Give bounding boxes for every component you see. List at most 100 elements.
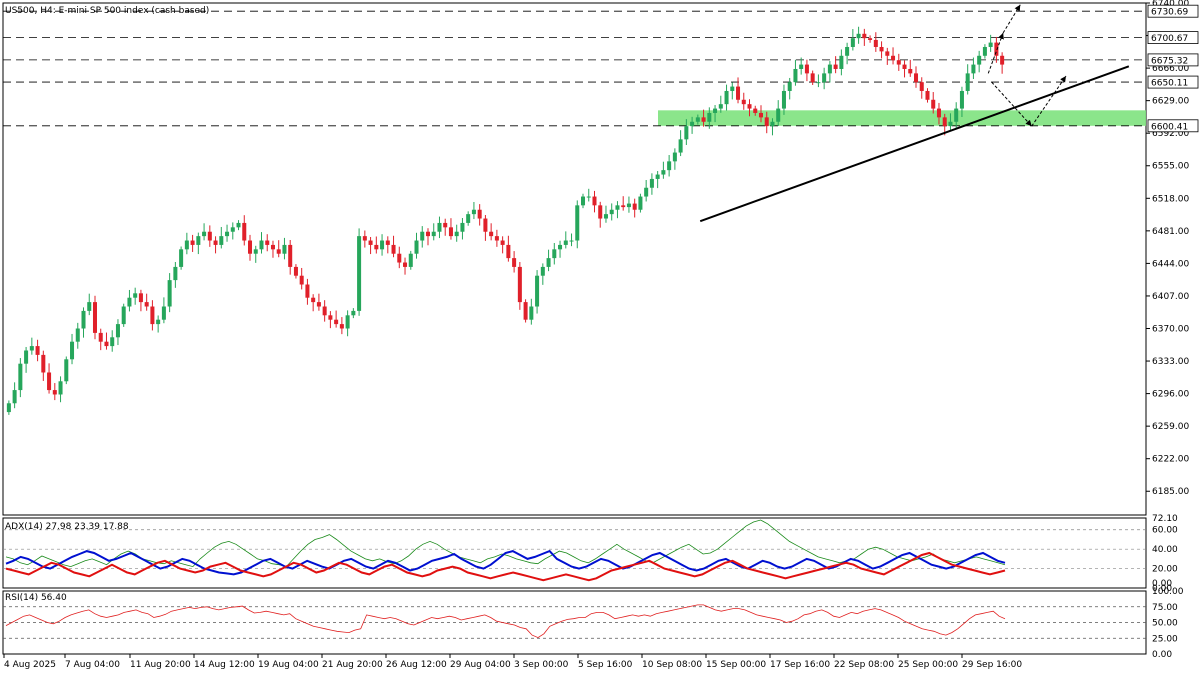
candle-body <box>936 108 941 118</box>
x-tick-label: 29 Aug 04:00 <box>450 660 511 670</box>
x-tick-label: 4 Aug 2025 <box>4 660 56 670</box>
candle-body <box>770 121 775 127</box>
candle-body <box>764 117 769 127</box>
candle-body <box>690 121 695 127</box>
candle-body <box>678 139 683 153</box>
candle-body <box>707 112 712 122</box>
candle-body <box>477 209 482 219</box>
chart-title: US500, H4: E-mini SP 500 index (cash bas… <box>5 6 209 16</box>
candle-body <box>713 108 718 113</box>
candle-body <box>603 214 608 219</box>
candle-body <box>305 284 310 298</box>
candle-body <box>672 152 677 162</box>
price-level-tag <box>1147 53 1199 67</box>
candle-body <box>506 244 511 259</box>
candle-body <box>253 249 258 254</box>
candle-body <box>47 372 52 391</box>
price-level-tag <box>1147 75 1199 89</box>
price-level-label: 6600.41 <box>1151 122 1188 132</box>
candle-body <box>52 390 57 395</box>
candle-body <box>931 99 936 109</box>
x-tick-label: 21 Aug 20:00 <box>322 660 383 670</box>
candle-body <box>954 108 959 122</box>
candle-body <box>443 222 448 228</box>
adx-title: ADX(14) 27.98 23.39 17.88 <box>5 522 129 532</box>
candle-body <box>724 90 729 105</box>
candle-body <box>615 205 620 210</box>
rsi-title: RSI(14) 56.40 <box>5 593 67 603</box>
candle-body <box>799 64 804 69</box>
candle-body <box>58 381 63 395</box>
candle-body <box>850 38 855 47</box>
candle-body <box>345 315 350 329</box>
adx-tick-label: 40.00 <box>1152 545 1178 555</box>
candle-body <box>454 231 459 237</box>
candle-body <box>718 104 723 109</box>
adx-tick-label: 0.00 <box>1152 584 1172 594</box>
candle-body <box>288 244 293 267</box>
candle-body <box>156 319 161 325</box>
candle-body <box>24 350 29 364</box>
candle-body <box>512 258 517 267</box>
candle-body <box>592 196 597 206</box>
candle-body <box>558 244 563 250</box>
candle-body <box>977 55 982 65</box>
candle-body <box>282 244 287 254</box>
price-level-label: 6675.32 <box>1151 56 1188 66</box>
y-tick-label: 6407.00 <box>1152 292 1189 302</box>
candle-body <box>92 302 98 333</box>
candle-body <box>638 196 643 210</box>
candle-body <box>316 302 321 307</box>
x-tick-label: 14 Aug 12:00 <box>194 660 255 670</box>
candle-body <box>81 310 86 329</box>
rsi-tick-label: 75.00 <box>1152 603 1178 613</box>
candle-body <box>190 240 195 245</box>
candle-body <box>959 90 964 109</box>
candle-body <box>827 64 832 74</box>
candle-body <box>374 244 379 250</box>
candle-body <box>787 82 792 91</box>
projection-arrow <box>987 32 1004 74</box>
candle-body <box>213 240 218 245</box>
candle-body <box>414 240 419 254</box>
candle-body <box>684 126 689 140</box>
candle-body <box>816 82 821 84</box>
candle-body <box>173 266 178 281</box>
candle-body <box>1000 55 1005 65</box>
candle-body <box>460 222 465 232</box>
candle-body <box>523 302 528 320</box>
rsi-tick-label: 25.00 <box>1152 634 1178 644</box>
candle-body <box>896 60 901 65</box>
candle-body <box>293 266 298 276</box>
y-tick-label: 6370.00 <box>1152 324 1189 334</box>
candle-body <box>70 341 75 360</box>
price-level-tag <box>1147 119 1199 133</box>
candle-body <box>403 262 408 267</box>
candle-body <box>150 306 155 325</box>
candle-body <box>661 170 666 175</box>
support-zone <box>658 110 1146 126</box>
trendline <box>699 65 1130 223</box>
candle-body <box>196 236 201 245</box>
y-tick-label: 6333.00 <box>1152 357 1189 367</box>
candle-body <box>569 240 574 242</box>
candle-body <box>425 231 431 237</box>
candle-body <box>230 227 235 232</box>
candle-body <box>385 240 390 245</box>
candle-body <box>632 203 637 210</box>
y-tick-label: 6592.00 <box>1152 129 1189 139</box>
candle-body <box>873 39 878 47</box>
candle-body <box>339 324 344 329</box>
price-pane: 6740.006703.006666.006629.006592.006555.… <box>3 0 1199 497</box>
candle-body <box>776 108 781 122</box>
candle-body <box>971 64 976 74</box>
candle-body <box>408 253 413 267</box>
candle-body <box>471 209 476 215</box>
x-tick-label: 25 Sep 00:00 <box>898 660 958 670</box>
candle-body <box>483 218 488 232</box>
candle-body <box>965 73 970 91</box>
price-level-tag <box>1147 31 1199 44</box>
candle-body <box>781 90 786 109</box>
